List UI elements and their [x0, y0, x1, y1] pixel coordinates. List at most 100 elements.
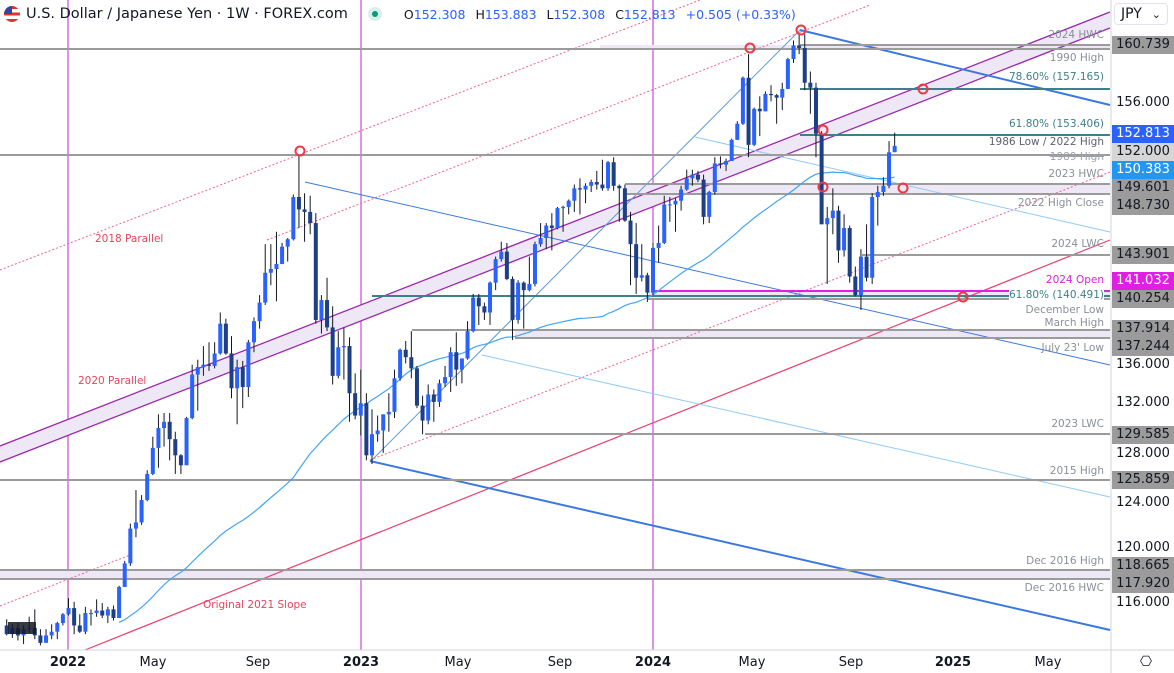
candle: [864, 224, 869, 282]
candle: [381, 414, 386, 453]
candle-body: [280, 246, 285, 265]
candle: [842, 214, 847, 257]
candle: [785, 57, 790, 89]
candle-body: [201, 364, 206, 368]
x-tick: May: [444, 655, 472, 670]
symbol-title[interactable]: U.S. Dollar / Japanese Yen · 1W · FOREX.…: [26, 6, 348, 22]
candle: [167, 413, 172, 461]
candle: [476, 293, 481, 325]
candle: [690, 169, 695, 186]
candle: [684, 169, 689, 191]
candle-body: [336, 347, 341, 376]
candle: [701, 174, 706, 225]
candle-body: [358, 403, 363, 416]
candle-body: [785, 59, 790, 89]
candle-body: [521, 282, 526, 291]
candle: [274, 231, 279, 302]
candle: [729, 138, 734, 161]
candle: [589, 179, 594, 193]
candle-body: [459, 358, 464, 370]
parallel-line-3: [369, 171, 1111, 461]
zone-dec-2016: [0, 570, 1110, 579]
channel-band: [0, 12, 1110, 462]
candle: [656, 225, 661, 263]
candle-body: [77, 625, 82, 632]
candle: [836, 205, 841, 263]
candle: [94, 599, 99, 617]
x-tick: Sep: [838, 655, 864, 670]
candle-body: [780, 88, 785, 98]
candle-body: [426, 394, 431, 421]
candle-body: [724, 160, 729, 165]
candle-body: [257, 302, 262, 322]
candle: [145, 470, 150, 502]
zone-2023-hwc: [625, 184, 1110, 194]
candle-body: [414, 368, 419, 406]
candle: [667, 196, 672, 222]
candle-body: [364, 403, 369, 456]
label-2020-parallel: 2020 Parallel: [78, 375, 147, 387]
badge-2024-open: 141.032: [1112, 272, 1174, 290]
drawings: [0, 0, 1111, 651]
candle: [409, 331, 414, 379]
candle: [60, 613, 65, 626]
candle: [763, 91, 768, 112]
low-label: L: [546, 6, 554, 22]
candle: [516, 280, 521, 324]
candle: [353, 373, 358, 420]
candle: [133, 490, 138, 538]
candle: [679, 185, 684, 211]
label-fib-618-lower: 61.80% (140.491): [1009, 289, 1104, 301]
candle-body: [235, 367, 240, 389]
candle-body: [476, 297, 481, 307]
badge-125-859: 125.859: [1112, 471, 1174, 489]
y-tick: 132.000: [1116, 395, 1170, 410]
candle-body: [274, 264, 279, 270]
tv-logo: [8, 622, 36, 634]
candle-body: [94, 610, 99, 614]
candle-body: [813, 87, 818, 134]
candle: [105, 606, 110, 623]
candle: [853, 266, 858, 297]
ohlc-readout: O152.308 H153.883 L152.308 C152.813 +0.5…: [398, 7, 796, 22]
label-2024-hwc: 2024 HWC: [1048, 29, 1104, 41]
candle-body: [735, 123, 740, 140]
candle: [223, 318, 228, 355]
candle-body: [139, 500, 144, 523]
candle: [207, 342, 212, 371]
candle: [718, 156, 723, 169]
y-tick: 136.000: [1116, 357, 1170, 372]
candle: [178, 454, 183, 474]
label-1989-high: 1989 High: [1049, 151, 1104, 163]
candle-body: [628, 220, 633, 245]
label-dec-2016-hwc: Dec 2016 HWC: [1024, 582, 1104, 594]
candle: [538, 223, 543, 247]
candle: [735, 121, 740, 140]
candle-body: [538, 237, 543, 245]
candle-body: [207, 364, 212, 366]
candle: [549, 213, 554, 251]
zone-march-high: [515, 330, 1110, 337]
candle-body: [251, 321, 256, 343]
candle-body: [229, 353, 234, 389]
candle-body: [819, 133, 824, 225]
candle-body: [370, 434, 374, 456]
candle-body: [651, 247, 655, 293]
candle-body: [156, 427, 161, 448]
settings-gear-icon[interactable]: ⎔: [1139, 654, 1153, 670]
candle-body: [600, 184, 605, 189]
candle: [150, 436, 155, 476]
candle-body: [875, 192, 880, 197]
candle: [572, 184, 577, 212]
currency-select[interactable]: JPY ⌄: [1114, 3, 1168, 25]
candle-body: [662, 204, 667, 243]
candle: [426, 384, 431, 425]
candle: [757, 96, 762, 137]
candle: [611, 157, 616, 191]
candle-body: [510, 278, 515, 320]
currency-label: JPY: [1121, 6, 1142, 22]
candle-body: [853, 276, 858, 296]
candle: [89, 609, 93, 626]
candle: [566, 199, 571, 215]
